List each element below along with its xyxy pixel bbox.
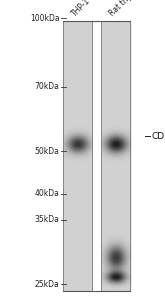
Text: CD27: CD27 xyxy=(152,132,165,141)
Text: 70kDa: 70kDa xyxy=(34,82,59,91)
Text: 100kDa: 100kDa xyxy=(30,14,59,22)
Text: 40kDa: 40kDa xyxy=(34,189,59,198)
Text: Rat thymus: Rat thymus xyxy=(107,0,145,18)
Text: THP-1: THP-1 xyxy=(69,0,92,18)
Text: 35kDa: 35kDa xyxy=(34,215,59,224)
Text: 25kDa: 25kDa xyxy=(35,280,59,289)
Text: 50kDa: 50kDa xyxy=(34,147,59,156)
